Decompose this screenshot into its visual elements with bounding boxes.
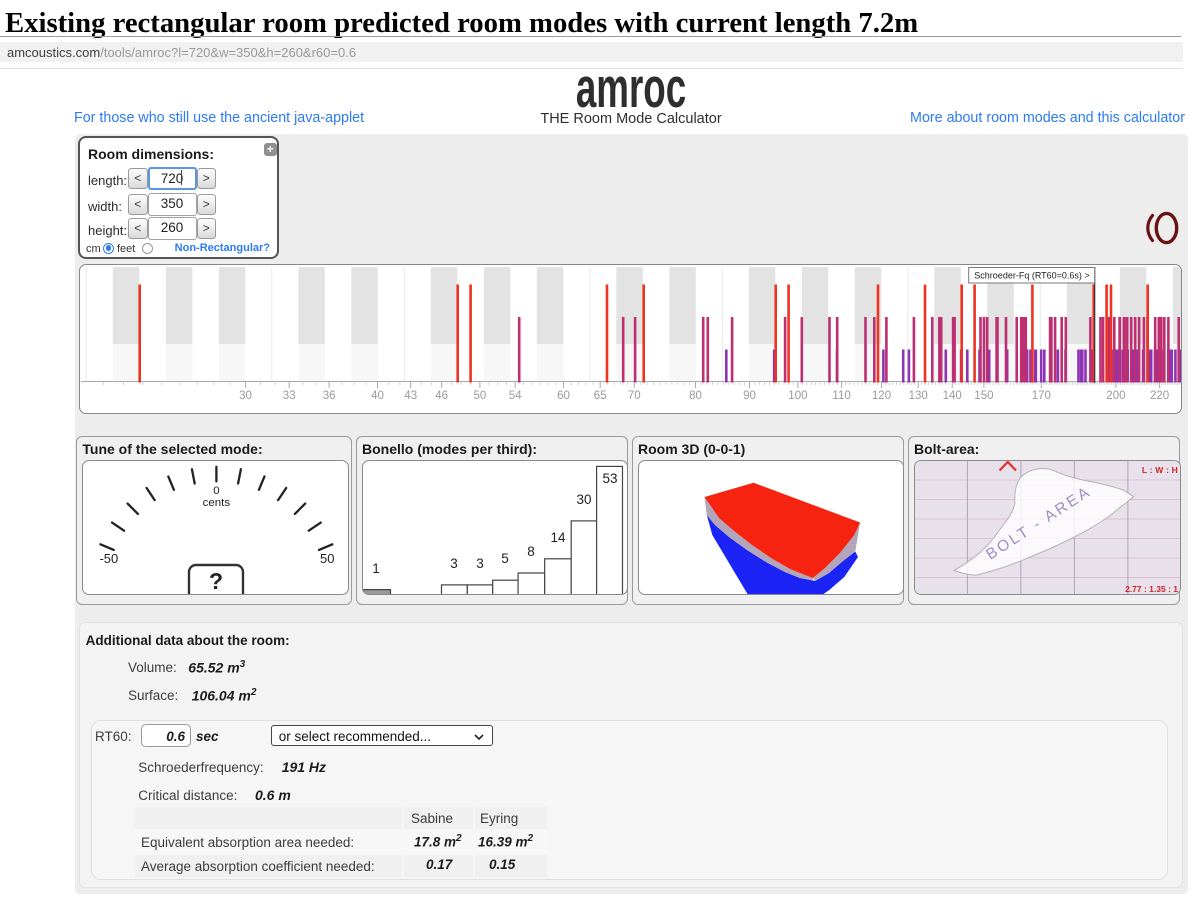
svg-text:120: 120 [871,390,890,402]
svg-text:150: 150 [974,390,993,402]
svg-text:3: 3 [476,555,484,570]
svg-text:0: 0 [213,485,219,497]
svg-text:43: 43 [404,390,417,402]
svg-text:200: 200 [1106,390,1125,402]
svg-text:50: 50 [320,550,334,565]
svg-text:2.77 : 1.35 : 1: 2.77 : 1.35 : 1 [1125,584,1178,594]
svg-text:8: 8 [527,543,535,558]
svg-text:1: 1 [372,560,380,575]
svg-text:110: 110 [832,390,850,402]
svg-text:100: 100 [788,390,807,402]
svg-text:80: 80 [689,390,702,402]
svg-text:90: 90 [743,390,756,402]
svg-text:60: 60 [557,390,570,402]
svg-text:50: 50 [473,390,486,402]
svg-text:30: 30 [239,390,252,402]
svg-text:130: 130 [908,390,927,402]
svg-text:5: 5 [501,550,509,565]
svg-text:?: ? [209,567,223,593]
svg-text:65: 65 [593,390,606,402]
svg-text:30: 30 [576,492,591,507]
svg-text:53: 53 [602,471,617,486]
svg-text:-50: -50 [99,550,118,565]
svg-text:170: 170 [1031,390,1050,402]
svg-text:46: 46 [435,390,448,402]
svg-text:220: 220 [1150,390,1169,402]
svg-text:33: 33 [282,390,295,402]
svg-text:L : W : H: L : W : H [1141,465,1177,475]
svg-text:40: 40 [371,390,384,402]
svg-text:cents: cents [203,497,231,509]
svg-text:70: 70 [627,390,640,402]
svg-text:Schroeder-Fq (RT60=0.6s) >: Schroeder-Fq (RT60=0.6s) > [974,271,1089,281]
svg-text:36: 36 [322,390,335,402]
svg-text:14: 14 [550,529,565,544]
svg-text:3: 3 [450,555,458,570]
svg-text:54: 54 [508,390,521,402]
svg-text:140: 140 [942,390,961,402]
